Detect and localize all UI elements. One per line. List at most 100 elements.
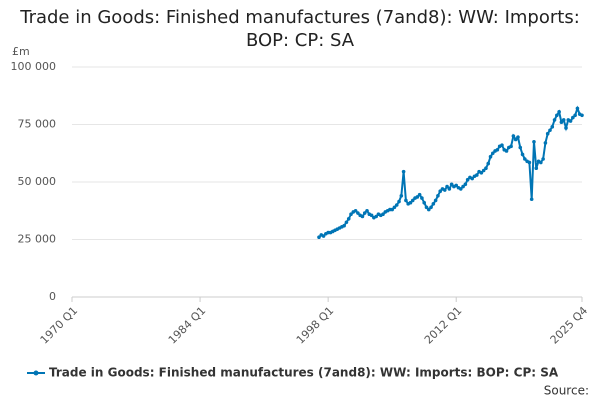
chart-title: Trade in Goods: Finished manufactures (7…: [20, 7, 580, 51]
data-point: [321, 234, 326, 238]
data-point: [381, 212, 385, 216]
data-point: [317, 235, 321, 239]
data-point: [461, 184, 465, 189]
data-point: [500, 143, 504, 147]
x-tick-label: 2012 Q1: [422, 304, 465, 347]
data-point: [362, 211, 367, 215]
data-point: [548, 128, 552, 133]
data-point: [356, 211, 360, 215]
x-tick-label: 1998 Q1: [294, 304, 337, 347]
data-point: [374, 214, 378, 219]
data-point: [564, 126, 568, 130]
data-point: [571, 115, 575, 120]
x-tick-label: 1984 Q1: [166, 304, 209, 347]
y-tick-label: 50 000: [18, 175, 57, 188]
data-point: [504, 149, 509, 153]
data-point: [495, 148, 500, 152]
data-point: [442, 188, 447, 192]
y-tick-label: 25 000: [18, 233, 57, 246]
data-point: [545, 131, 550, 136]
data-point: [420, 196, 424, 200]
data-point: [365, 208, 369, 213]
x-tick-label: 2025 Q4: [548, 304, 591, 347]
data-point: [513, 137, 518, 142]
data-point: [392, 205, 397, 210]
data-point: [575, 106, 580, 111]
data-point: [470, 176, 475, 181]
data-point: [541, 157, 545, 161]
data-point: [410, 198, 415, 203]
data-point: [390, 207, 394, 212]
data-point: [557, 110, 561, 114]
data-point: [424, 205, 429, 210]
data-point: [417, 192, 422, 197]
data-point: [543, 141, 548, 145]
data-point: [349, 212, 353, 216]
data-point: [486, 161, 491, 166]
data-point: [511, 134, 516, 138]
data-point: [509, 144, 513, 149]
data-point: [463, 182, 468, 187]
x-tick-label: 1970 Q1: [38, 304, 81, 347]
source-label: Source:: [544, 384, 589, 398]
data-point: [458, 187, 463, 191]
data-point: [438, 189, 443, 193]
data-point: [518, 145, 523, 150]
data-point: [445, 184, 449, 189]
data-point: [573, 113, 577, 118]
data-point: [401, 169, 406, 174]
data-point: [580, 113, 584, 118]
data-point: [539, 160, 543, 165]
data-point: [429, 205, 433, 210]
data-point: [426, 207, 431, 212]
data-point: [342, 223, 346, 228]
y-unit-label: £m: [12, 45, 30, 58]
data-point: [527, 160, 532, 165]
data-point: [397, 199, 401, 204]
data-point: [561, 118, 566, 122]
data-point: [568, 119, 573, 123]
data-point: [474, 173, 479, 177]
data-point: [404, 198, 408, 203]
data-point: [479, 171, 484, 175]
data-point: [516, 135, 520, 139]
data-point: [399, 194, 404, 198]
data-point: [520, 152, 525, 157]
data-point: [436, 194, 440, 198]
data-point: [369, 213, 374, 218]
data-point: [449, 182, 454, 187]
data-point: [415, 195, 420, 199]
data-point: [465, 177, 470, 182]
legend-marker: [33, 370, 39, 376]
data-point: [360, 214, 365, 219]
data-point: [550, 125, 555, 129]
data-point: [422, 200, 426, 205]
data-point: [484, 166, 488, 170]
data-point: [532, 139, 536, 144]
data-point: [394, 203, 399, 207]
data-point: [447, 187, 452, 191]
data-point: [523, 157, 527, 161]
legend-label: Trade in Goods: Finished manufactures (7…: [49, 366, 559, 380]
data-point: [454, 183, 459, 188]
data-point: [552, 118, 557, 122]
y-tick-label: 75 000: [18, 118, 57, 131]
y-tick-label: 100 000: [11, 60, 57, 73]
series-line: [318, 105, 583, 238]
data-point: [488, 154, 493, 159]
data-point: [559, 120, 564, 124]
data-point: [481, 168, 486, 173]
data-point: [534, 166, 539, 170]
data-point: [346, 217, 351, 221]
data-point: [408, 200, 413, 205]
data-point: [529, 197, 534, 202]
data-point: [344, 220, 349, 225]
data-point: [431, 202, 436, 206]
data-point: [353, 208, 358, 213]
y-tick-label: 0: [49, 290, 56, 303]
data-point: [433, 198, 438, 203]
data-point: [491, 151, 495, 156]
data-point: [555, 113, 559, 118]
